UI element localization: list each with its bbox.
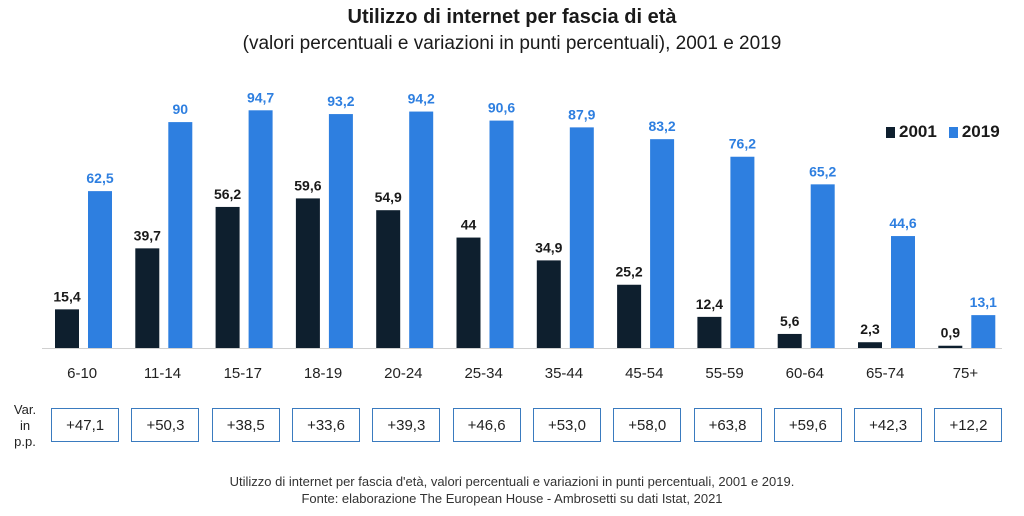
bar-2001-55-59 xyxy=(697,316,722,348)
data-label-2001-45-54: 25,2 xyxy=(615,264,642,280)
x-tick-label: 6-10 xyxy=(67,365,97,382)
x-tick-label: 11-14 xyxy=(144,365,181,382)
variation-label-line: in xyxy=(19,418,31,433)
data-label-2001-25-34: 44 xyxy=(461,217,477,233)
variation-box-55-59: +63,8 xyxy=(693,408,762,442)
data-label-2019-20-24: 94,2 xyxy=(408,91,435,107)
x-tick-label: 15-17 xyxy=(224,365,262,382)
legend-item-2019: 2019 xyxy=(948,122,1000,142)
variation-box-75+: +12,2 xyxy=(934,408,1003,442)
variation-box-15-17: +38,5 xyxy=(211,408,280,442)
bar-2019-18-19 xyxy=(328,114,353,349)
bar-2001-65-74 xyxy=(858,342,882,348)
bar-2001-75+ xyxy=(938,345,963,348)
data-label-2019-45-54: 83,2 xyxy=(648,118,675,134)
legend-label-2001: 2001 xyxy=(899,122,937,141)
data-label-2001-65-74: 2,3 xyxy=(860,321,880,337)
x-tick-label: 20-24 xyxy=(384,365,422,382)
bar-2019-55-59 xyxy=(730,156,755,348)
variation-box-25-34: +46,6 xyxy=(452,408,521,442)
bar-2001-45-54 xyxy=(617,284,642,348)
variation-label: Var. in p.p. xyxy=(8,402,42,450)
data-label-2001-75+: 0,9 xyxy=(941,325,961,341)
data-label-2001-35-44: 34,9 xyxy=(535,239,562,255)
variation-label-line: Var. xyxy=(13,402,37,417)
variation-box-45-54: +58,0 xyxy=(613,408,682,442)
data-label-2001-6-10: 15,4 xyxy=(53,288,80,304)
data-label-2019-15-17: 94,7 xyxy=(247,89,274,105)
legend-item-2001: 2001 xyxy=(886,122,937,142)
bar-2019-35-44 xyxy=(569,127,594,348)
data-label-2019-75+: 13,1 xyxy=(970,294,997,310)
bar-2001-35-44 xyxy=(536,260,561,348)
data-label-2019-6-10: 62,5 xyxy=(86,170,113,186)
bar-2001-6-10 xyxy=(55,309,79,348)
variation-box-18-19: +33,6 xyxy=(292,408,361,442)
bar-2019-15-17 xyxy=(248,110,273,348)
variation-box-35-44: +53,0 xyxy=(532,408,601,442)
legend-swatch-2001 xyxy=(886,126,895,138)
bar-2019-11-14 xyxy=(168,122,193,348)
variation-box-20-24: +39,3 xyxy=(372,408,441,442)
x-tick-label: 18-19 xyxy=(304,365,342,382)
x-tick-label: 45-54 xyxy=(625,365,663,382)
variation-box-65-74: +42,3 xyxy=(854,408,923,442)
x-tick-label: 25-34 xyxy=(464,365,502,382)
bar-2019-65-74 xyxy=(891,236,915,348)
x-tick-label: 60-64 xyxy=(786,365,824,382)
footer-caption: Utilizzo di internet per fascia d'età, v… xyxy=(229,474,795,489)
x-tick-label: 55-59 xyxy=(705,365,743,382)
bar-2001-11-14 xyxy=(135,248,160,348)
data-label-2001-60-64: 5,6 xyxy=(780,313,800,329)
data-label-2019-60-64: 65,2 xyxy=(809,163,836,179)
variation-box-6-10: +47,1 xyxy=(51,408,120,442)
bar-2019-75+ xyxy=(971,315,996,348)
bar-2001-20-24 xyxy=(376,210,401,348)
data-label-2001-11-14: 39,7 xyxy=(134,227,161,243)
bar-2019-45-54 xyxy=(650,139,675,348)
x-tick-label: 65-74 xyxy=(866,365,904,382)
variation-label-line: p.p. xyxy=(14,434,36,449)
footer-source: Fonte: elaborazione The European House -… xyxy=(301,491,723,506)
data-label-2019-18-19: 93,2 xyxy=(327,93,354,109)
bar-2019-25-34 xyxy=(489,120,514,349)
data-label-2019-11-14: 90 xyxy=(173,101,189,117)
bar-chart: 15,4 62,5 6-10 39,7 90 11-14 56,2 94,7 15-17 59,6… xyxy=(42,89,1002,382)
bar-2001-60-64 xyxy=(777,333,802,348)
data-label-2001-18-19: 59,6 xyxy=(294,177,321,193)
data-label-2019-25-34: 90,6 xyxy=(488,100,515,116)
x-tick-label: 35-44 xyxy=(545,365,583,382)
bar-2019-60-64 xyxy=(810,184,835,348)
x-tick-label: 75+ xyxy=(953,365,979,382)
legend-label-2019: 2019 xyxy=(961,122,1000,141)
legend: 2001 2019 xyxy=(886,122,1012,142)
data-label-2019-55-59: 76,2 xyxy=(729,136,756,152)
bar-2001-25-34 xyxy=(456,237,481,348)
variation-box-60-64: +59,6 xyxy=(773,408,842,442)
bar-2019-6-10 xyxy=(88,191,112,348)
variation-box-11-14: +50,3 xyxy=(131,408,200,442)
bar-2019-20-24 xyxy=(409,111,434,348)
data-label-2019-35-44: 87,9 xyxy=(568,106,595,122)
chart-subtitle: (valori percentuali e variazioni in punt… xyxy=(242,33,782,54)
bar-2001-15-17 xyxy=(215,206,240,348)
data-label-2001-55-59: 12,4 xyxy=(696,296,723,312)
bar-2001-18-19 xyxy=(295,198,320,348)
data-label-2019-65-74: 44,6 xyxy=(889,215,916,231)
chart-title: Utilizzo di internet per fascia di età xyxy=(347,6,677,28)
data-label-2001-15-17: 56,2 xyxy=(214,186,241,202)
data-label-2001-20-24: 54,9 xyxy=(375,189,402,205)
legend-swatch-2019 xyxy=(948,126,958,138)
